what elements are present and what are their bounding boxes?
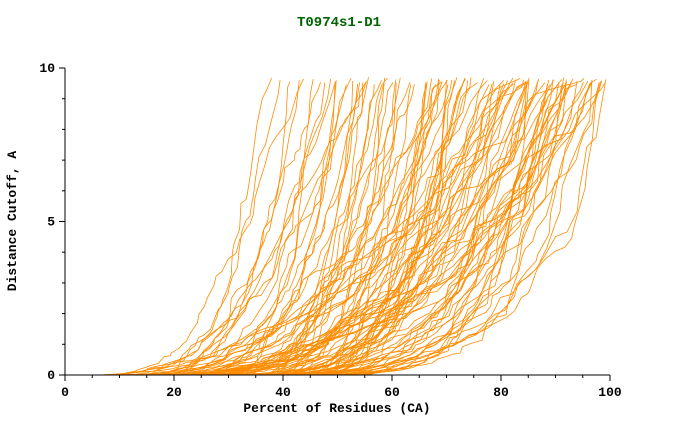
y-tick-label: 5: [47, 215, 55, 230]
model-curve: [270, 80, 508, 376]
model-curve: [177, 81, 321, 376]
model-curve: [97, 82, 361, 376]
model-curve: [209, 79, 563, 376]
y-tick-label: 10: [39, 61, 55, 76]
model-curve: [240, 77, 388, 376]
model-curve: [140, 78, 314, 376]
model-curve: [135, 83, 514, 376]
model-curve: [109, 79, 281, 376]
chart-title: T0974s1-D1: [297, 15, 381, 31]
model-curve: [108, 84, 347, 376]
x-tick-label: 100: [598, 385, 622, 400]
model-curve: [315, 80, 455, 376]
tick-labels: 0 20 40 60 80 100 0 5 10: [39, 61, 622, 400]
model-curve: [253, 82, 411, 376]
model-curves: [93, 77, 607, 376]
model-curve: [97, 78, 585, 376]
x-tick-label: 20: [166, 385, 182, 400]
x-tick-label: 0: [61, 385, 69, 400]
x-tick-label: 80: [493, 385, 509, 400]
model-curve: [172, 81, 527, 376]
model-curve: [279, 79, 397, 376]
model-curve: [266, 79, 554, 376]
model-curve: [209, 82, 394, 376]
model-curve: [176, 84, 501, 376]
model-curve: [164, 81, 443, 376]
y-tick-label: 0: [47, 368, 55, 383]
model-curve: [285, 81, 529, 376]
model-curve: [259, 78, 574, 376]
model-curve: [202, 77, 369, 376]
x-tick-label: 60: [384, 385, 400, 400]
model-curve: [129, 81, 291, 376]
model-curve: [236, 82, 528, 376]
model-curve: [180, 80, 516, 376]
model-curve: [94, 78, 432, 376]
y-axis-label: Distance Cutoff, A: [5, 151, 20, 292]
model-curve: [129, 78, 332, 376]
model-curve: [127, 82, 529, 376]
tick-marks: [59, 67, 611, 381]
model-curve: [93, 78, 304, 376]
x-axis-label: Percent of Residues (CA): [243, 401, 430, 416]
model-curve: [323, 81, 601, 376]
model-curve: [319, 78, 597, 376]
x-tick-label: 40: [275, 385, 291, 400]
model-curve: [197, 81, 443, 376]
